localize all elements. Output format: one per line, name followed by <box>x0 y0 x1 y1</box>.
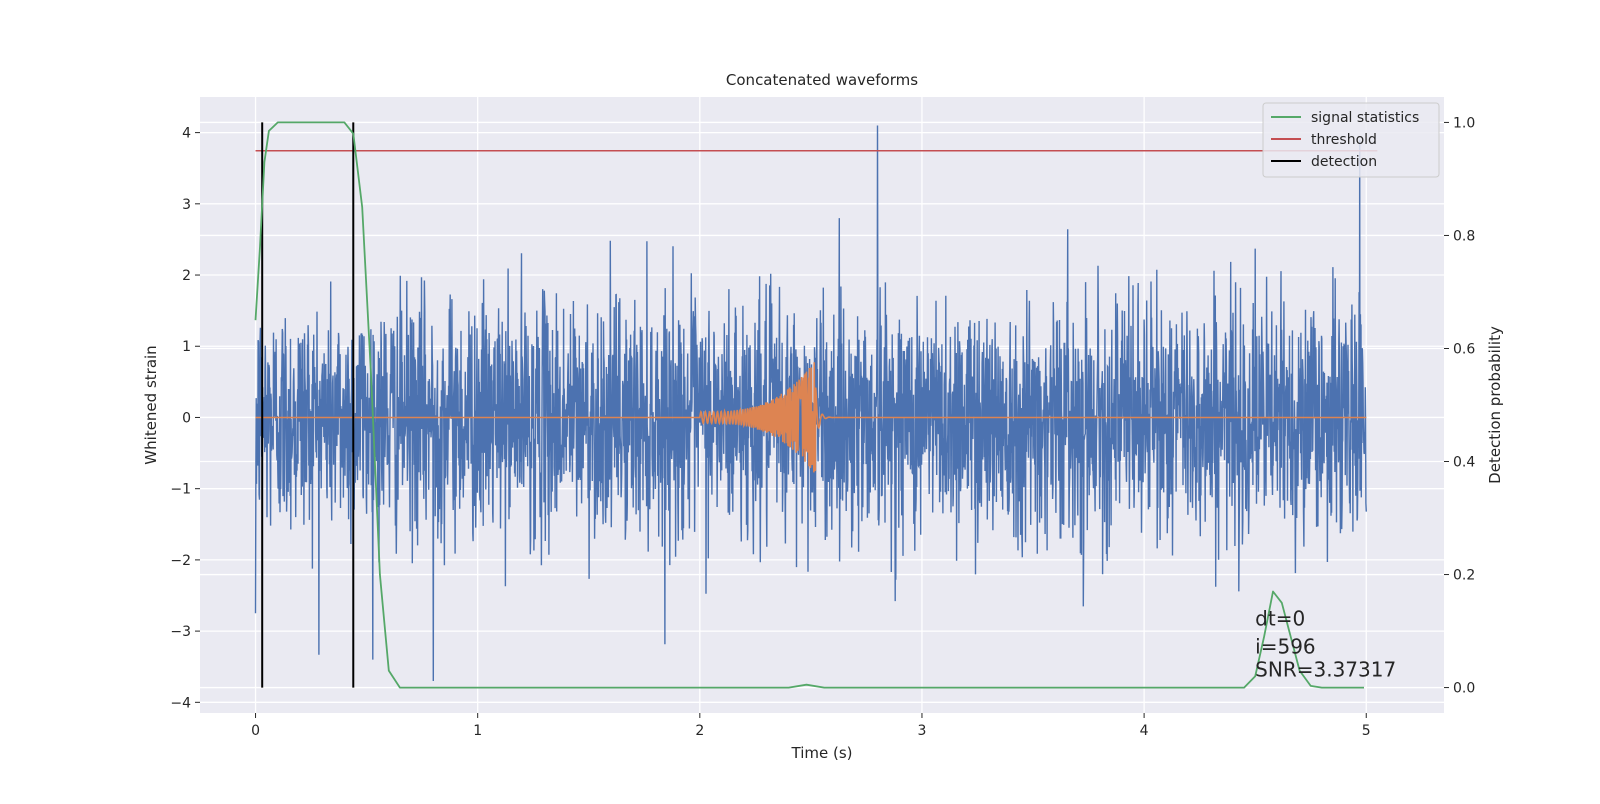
y-tick-label: −4 <box>170 695 191 711</box>
signal-statistics-line <box>254 121 1364 689</box>
x-tick-label: 1 <box>473 723 482 739</box>
x-axis-label: Time (s) <box>791 744 853 762</box>
injected-signal-line <box>255 362 1367 473</box>
y-axis-label: Whitened strain <box>142 345 160 464</box>
y-tick-label: 3 <box>182 197 191 213</box>
y-tick-label: −3 <box>170 624 191 640</box>
y-tick-label: 0 <box>182 410 191 426</box>
y2-tick-label: 0.6 <box>1453 341 1475 357</box>
legend-box <box>1262 102 1440 178</box>
x-tick-label: 0 <box>251 723 260 739</box>
legend-label: threshold <box>1311 132 1377 148</box>
ticks-layer: 0 1 2 3 4 5 −4 −3 −2 −1 0 1 2 3 4 0.0 0.2 0.4 0.6 0.8 1.0 <box>170 115 1475 739</box>
series-layer <box>254 121 1378 689</box>
annotation-text: SNR=3.37317 <box>1255 657 1396 681</box>
x-tick-label: 2 <box>695 723 704 739</box>
y2-tick-label: 1.0 <box>1453 115 1475 131</box>
x-tick-label: 5 <box>1362 723 1371 739</box>
y2-tick-label: 0.4 <box>1453 455 1475 471</box>
y-tick-label: 2 <box>182 268 191 284</box>
y2-tick-label: 0.8 <box>1453 228 1475 244</box>
legend-label: detection <box>1311 154 1377 170</box>
y-tick-label: 4 <box>182 126 191 142</box>
x-tick-label: 3 <box>918 723 927 739</box>
y2-axis-label: Detection probability <box>1486 326 1504 484</box>
y2-tick-label: 0.2 <box>1453 568 1475 584</box>
annotation-text: i=596 <box>1255 635 1316 659</box>
annotation-text: dt=0 <box>1255 606 1305 630</box>
y-tick-label: 1 <box>182 339 191 355</box>
x-tick-label: 4 <box>1140 723 1149 739</box>
legend: signal statistics threshold detection <box>1262 102 1440 178</box>
chart-title: Concatenated waveforms <box>726 71 918 89</box>
legend-label: signal statistics <box>1311 110 1419 126</box>
y-tick-label: −1 <box>170 482 191 498</box>
y-tick-label: −2 <box>170 553 191 569</box>
y2-tick-label: 0.0 <box>1453 681 1475 697</box>
